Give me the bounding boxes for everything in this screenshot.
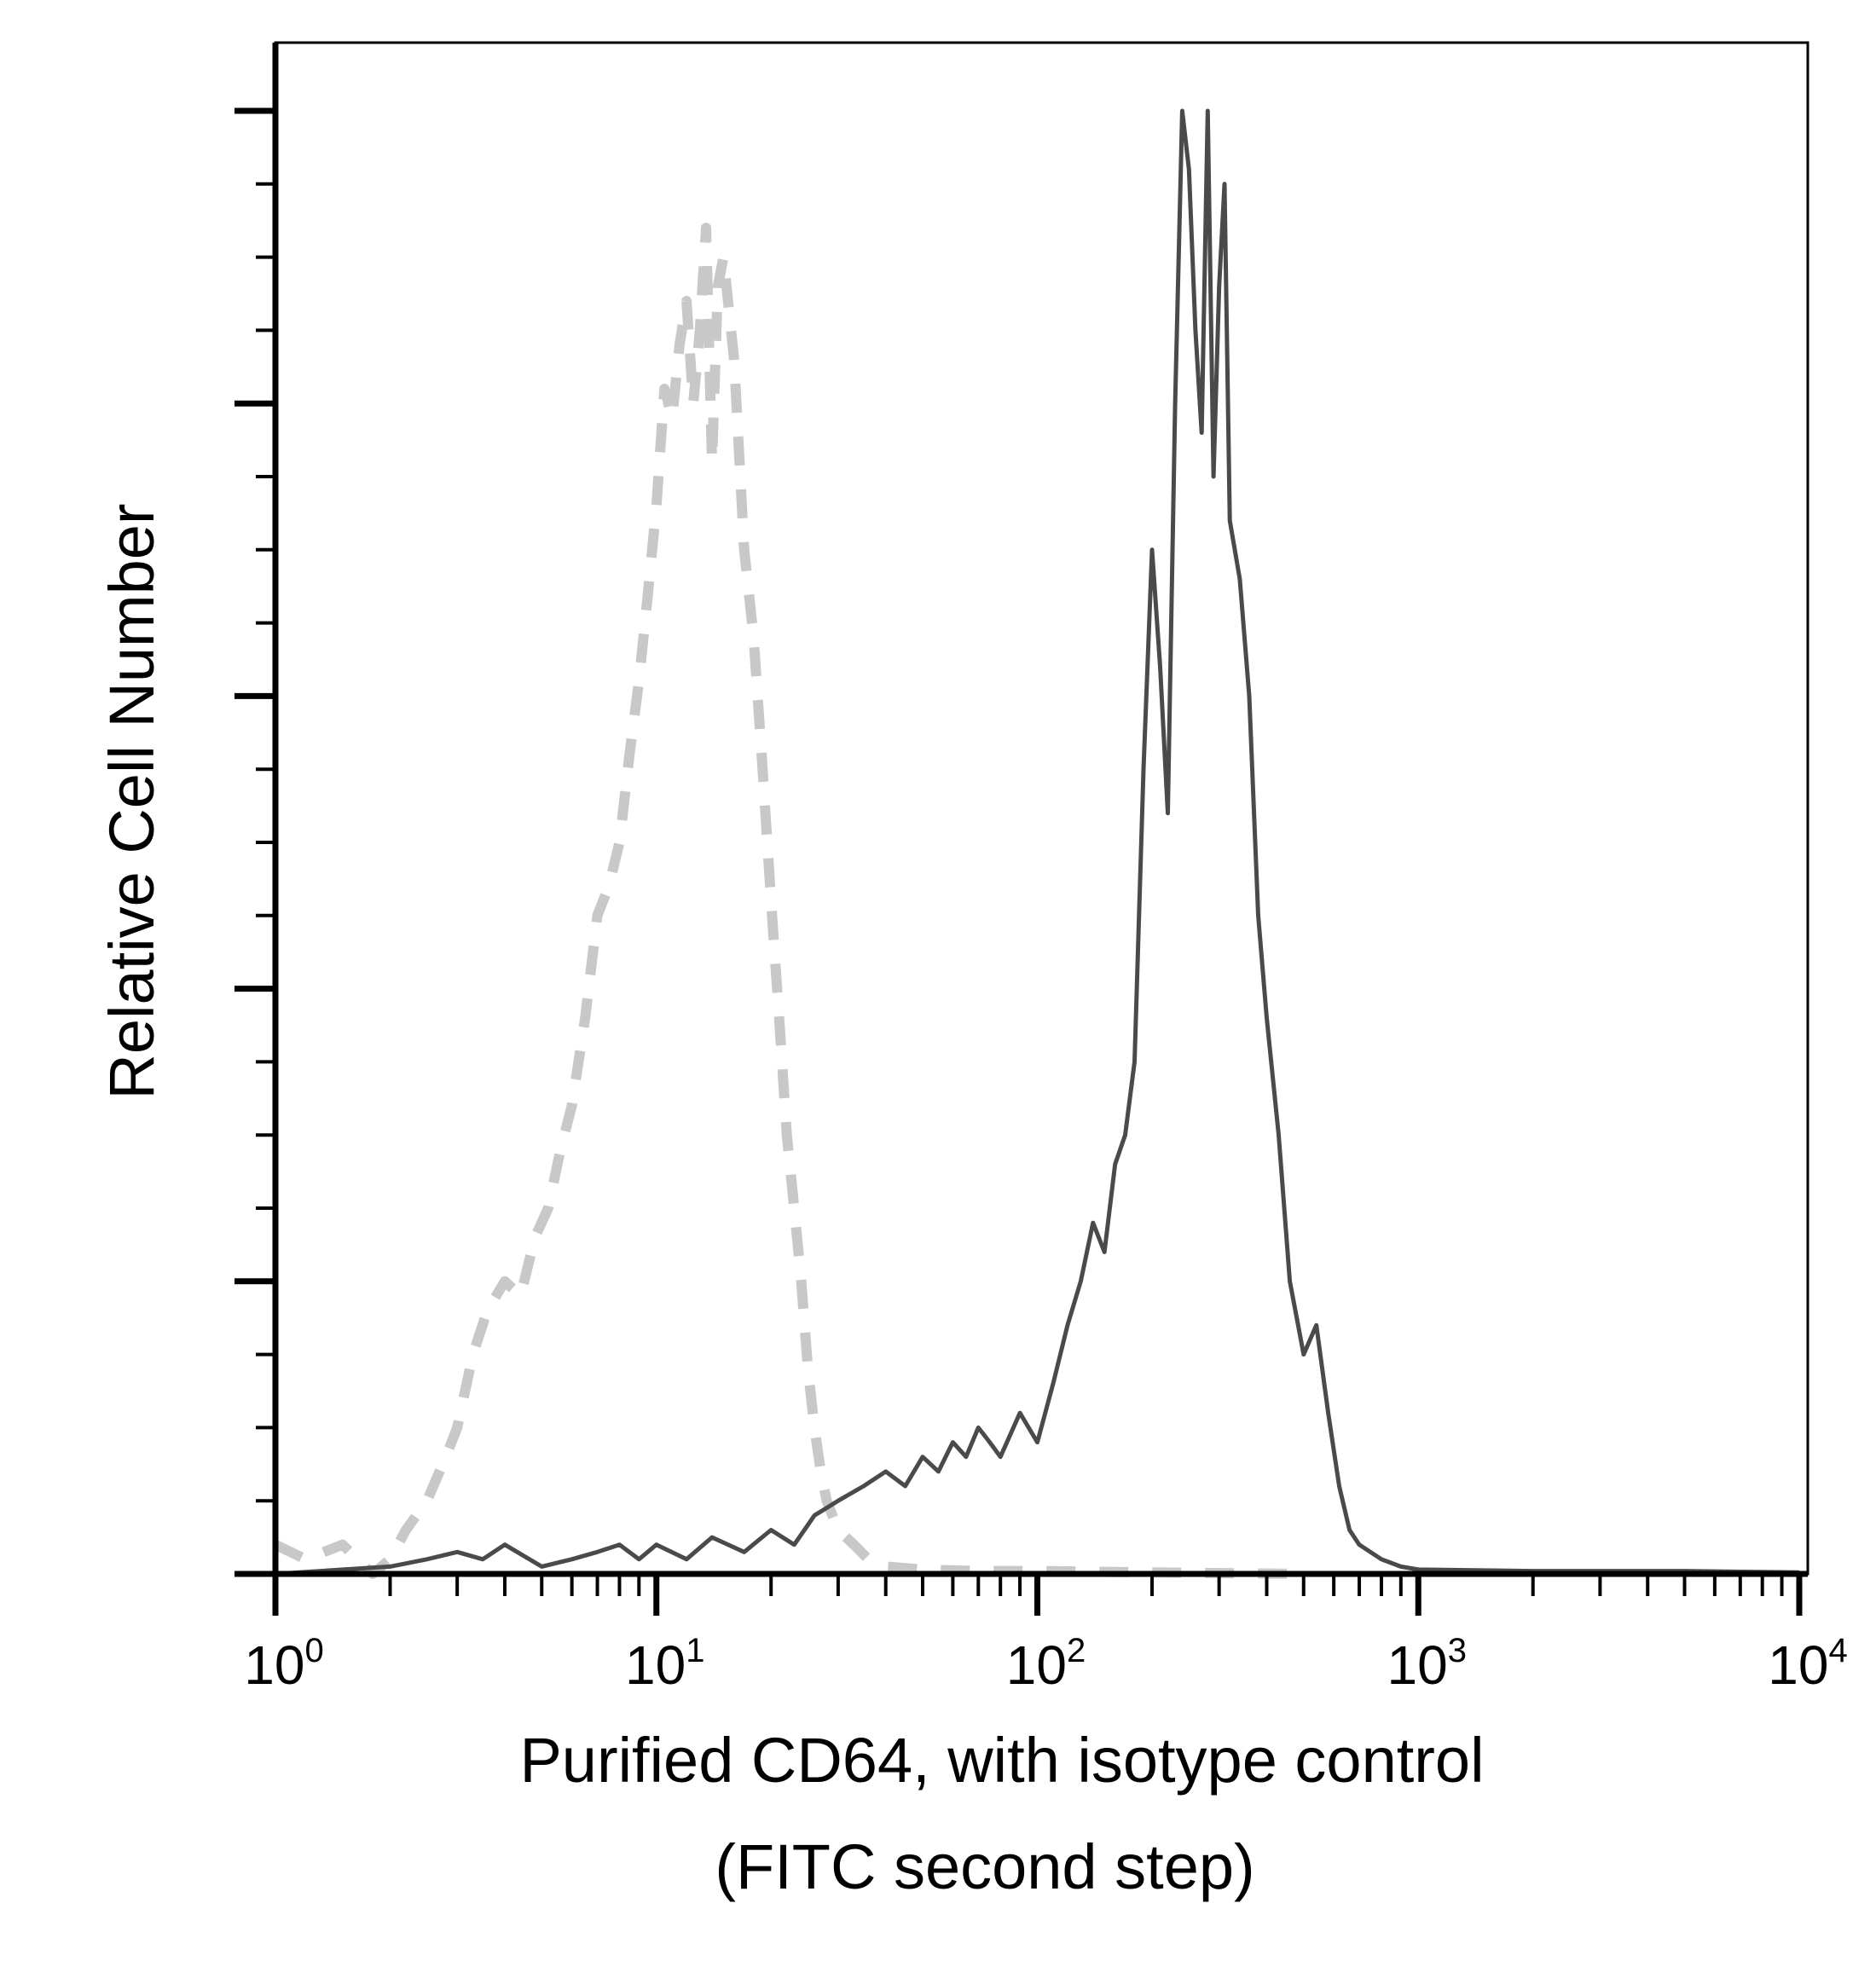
series-layer — [273, 108, 1800, 1579]
x-tick-label: 101 — [625, 1632, 704, 1696]
y-axis-title: Relative Cell Number — [96, 503, 167, 1099]
y-axis-ticks — [234, 107, 275, 1577]
x-tick-label: 102 — [1006, 1632, 1086, 1696]
x-tick-label: 104 — [1768, 1632, 1847, 1696]
x-axis-title-line1: Purified CD64, with isotype control — [519, 1725, 1484, 1796]
plot-frame — [274, 41, 1809, 1576]
histogram-series-1-dashed — [273, 223, 1304, 1579]
x-tick-label: 103 — [1387, 1632, 1467, 1696]
x-axis-title-line2: (FITC second step) — [715, 1831, 1254, 1902]
x-tick-label: 100 — [244, 1632, 323, 1696]
x-tick-labels: 100 101 102 103 104 — [244, 1632, 1847, 1696]
histogram-series-2-solid — [275, 108, 1800, 1576]
x-axis-ticks — [272, 1574, 1803, 1616]
